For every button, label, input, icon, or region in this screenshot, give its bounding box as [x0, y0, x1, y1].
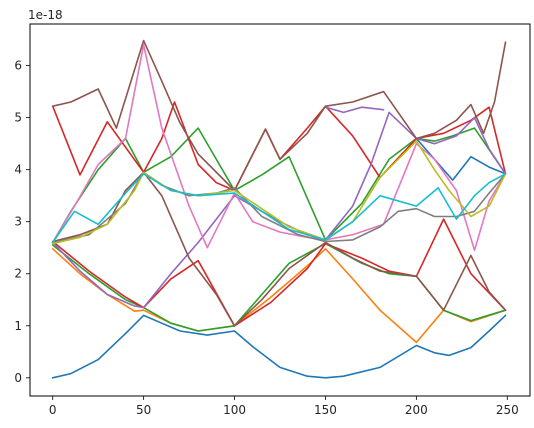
y-tick-label: 0 [14, 371, 22, 385]
series-line-1 [415, 137, 507, 181]
y-tick-label: 6 [14, 59, 22, 73]
series-line-2 [51, 248, 507, 344]
y-tick-label: 2 [14, 267, 22, 281]
series-line-8 [324, 106, 385, 114]
series-line-14 [51, 173, 507, 244]
x-tick-label: 100 [223, 403, 246, 417]
y-tick-label: 4 [14, 163, 22, 177]
series-line-11 [51, 44, 507, 252]
series-line-6 [51, 218, 507, 327]
x-tick-label: 50 [136, 403, 151, 417]
y-tick-label: 3 [14, 215, 22, 229]
plot-frame [29, 23, 531, 397]
y-offset-text: 1e-18 [28, 8, 63, 22]
x-tick-label: 150 [314, 403, 337, 417]
y-tick-label: 1 [14, 319, 22, 333]
series-line-0 [51, 314, 507, 379]
x-axis: 0 50 100 150 200 250 [49, 396, 519, 417]
y-axis: 0 1 2 3 4 5 6 [14, 59, 30, 385]
x-tick-label: 200 [405, 403, 428, 417]
y-tick-label: 5 [14, 111, 22, 125]
x-tick-label: 250 [496, 403, 519, 417]
series-line-9 [51, 39, 507, 192]
x-tick-label: 0 [49, 403, 57, 417]
series-group [51, 39, 507, 379]
series-line-10 [51, 171, 507, 327]
series-line-13 [51, 140, 507, 245]
